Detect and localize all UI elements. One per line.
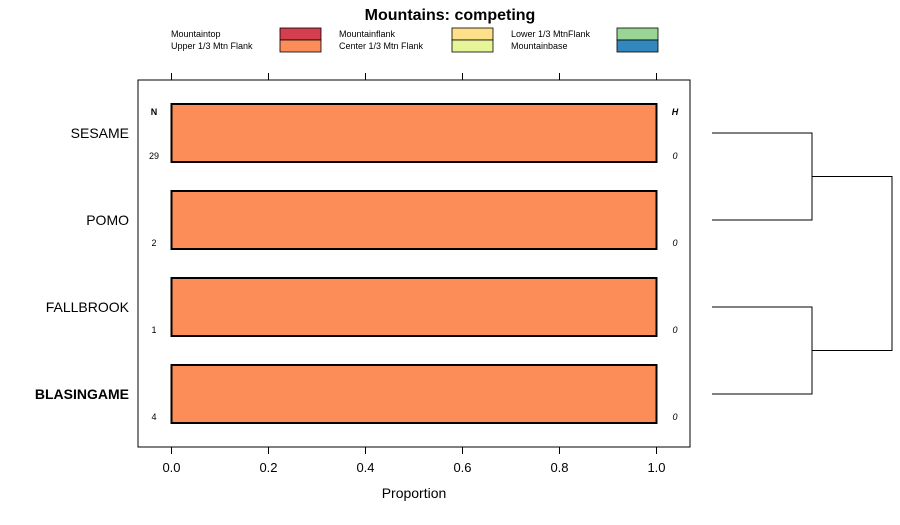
bar-segment — [171, 365, 657, 423]
x-tick-label: 0.8 — [550, 460, 568, 475]
n-value: 2 — [151, 238, 156, 248]
legend-swatch — [451, 27, 494, 41]
dendrogram-link — [712, 306, 813, 395]
category-label: SESAME — [71, 125, 129, 141]
x-axis-label: Proportion — [382, 485, 447, 501]
bar-segment — [171, 104, 657, 162]
chart-title: Mountains: competing — [365, 7, 536, 24]
n-value: 1 — [151, 325, 156, 335]
n-value: 4 — [151, 412, 156, 422]
dendrogram-link — [712, 132, 813, 221]
dendrogram-root-link — [812, 176, 893, 351]
bar-segment — [171, 278, 657, 336]
n-value: 29 — [149, 151, 159, 161]
legend-swatch — [279, 39, 322, 53]
category-label: BLASINGAME — [35, 386, 129, 402]
h-value: 0 — [672, 151, 677, 161]
x-tick-label: 0.0 — [162, 460, 180, 475]
x-tick-label: 0.6 — [453, 460, 471, 475]
n-header: N — [151, 107, 158, 117]
bar-outline — [170, 277, 658, 337]
h-value: 0 — [672, 412, 677, 422]
bar-rows: SESAME 29 0 POMO 2 0 FALLBROOK 1 0 BLASINGAME 4 0 — [35, 103, 678, 424]
bar-segment — [171, 191, 657, 249]
h-value: 0 — [672, 238, 677, 248]
bar-outline — [170, 103, 658, 163]
legend: Mountaintop Upper 1/3 Mtn Flank Mountainfl… — [171, 27, 659, 53]
h-header: H — [672, 107, 679, 117]
category-label: POMO — [86, 212, 129, 228]
legend-label: Center 1/3 Mtn Flank — [339, 41, 424, 51]
x-axis: 0.0 0.2 0.4 0.6 0.8 1.0 — [162, 73, 666, 475]
legend-swatch — [616, 27, 659, 41]
bar-outline — [170, 190, 658, 250]
legend-swatch — [279, 27, 322, 41]
category-label: FALLBROOK — [46, 299, 130, 315]
legend-swatch — [616, 39, 659, 53]
x-tick-label: 1.0 — [647, 460, 665, 475]
h-value: 0 — [672, 325, 677, 335]
legend-label: Mountainbase — [511, 41, 568, 51]
bar-outline — [170, 364, 658, 424]
legend-label: Mountainflank — [339, 29, 396, 39]
x-tick-label: 0.4 — [356, 460, 374, 475]
dendrogram — [712, 132, 893, 395]
legend-swatch — [451, 39, 494, 53]
plot-frame — [137, 79, 691, 448]
legend-label: Mountaintop — [171, 29, 221, 39]
x-tick-label: 0.2 — [259, 460, 277, 475]
legend-label: Upper 1/3 Mtn Flank — [171, 41, 253, 51]
legend-label: Lower 1/3 MtnFlank — [511, 29, 591, 39]
